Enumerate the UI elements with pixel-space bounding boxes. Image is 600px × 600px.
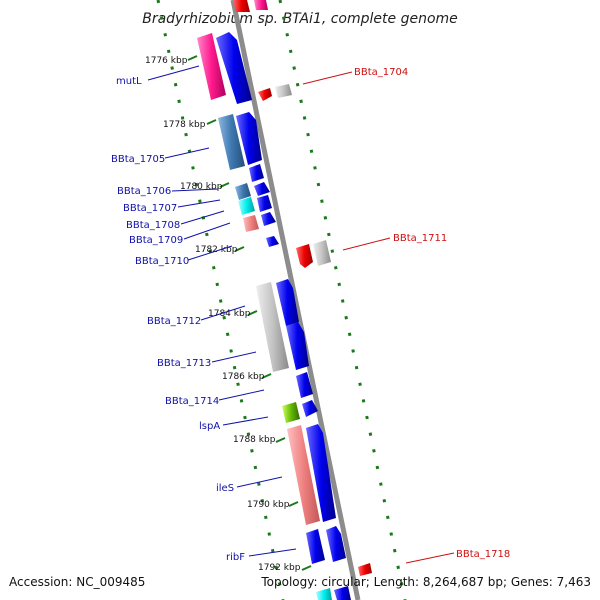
left-label-leaders [147,65,297,557]
gene-top-red[interactable] [233,0,250,12]
kbp-label-1788: 1788 kbp [233,435,276,445]
gene-BBta_1708[interactable] [243,215,259,232]
gene-BBta_1707[interactable] [238,197,255,215]
label-BBta_1718: BBta_1718 [456,549,510,560]
right-label-leaders [302,71,455,564]
gene-bottom-cyan[interactable] [316,588,332,600]
gene-BBta_1705[interactable] [218,114,245,170]
gene-small-forward-d[interactable] [261,212,276,226]
gene-BBta_1704[interactable] [258,88,272,101]
label-BBta_1708: BBta_1708 [126,220,180,231]
gene-BBta_1712-forward[interactable] [276,279,299,326]
label-BBta_1714: BBta_1714 [165,396,219,407]
gene-BBta_1718[interactable] [358,563,372,576]
label-BBta_1709: BBta_1709 [129,235,183,246]
label-BBta_1710: BBta_1710 [135,256,189,267]
genome-backbone [230,0,361,600]
gene-small-forward-c[interactable] [257,195,272,212]
gene-small-forward-b[interactable] [254,182,270,196]
gene-BBta_1714[interactable] [296,372,313,398]
gc-skew-right-track [278,0,407,600]
gene-BBta_1713-forward[interactable] [286,322,309,370]
gene-ribF[interactable] [306,529,325,564]
gene-ileS-forward[interactable] [306,424,336,522]
gene-BBta_1710[interactable] [266,236,279,247]
label-BBta_1706: BBta_1706 [117,186,171,197]
gene-ribF-forward[interactable] [326,526,346,562]
map-title: Bradyrhizobium sp. BTAi1, complete genom… [142,11,458,27]
label-ribF: ribF [226,552,245,563]
gene-mutL-forward[interactable] [216,32,252,104]
gene-ileS[interactable] [287,425,320,525]
gene-lspA[interactable] [282,402,300,423]
kbp-label-1792: 1792 kbp [258,563,301,573]
label-BBta_1704: BBta_1704 [354,67,408,78]
label-BBta_1713: BBta_1713 [157,358,211,369]
gc-skew-left-track [156,0,285,600]
gene-bottom-blue[interactable] [334,586,351,600]
kbp-label-1784: 1784 kbp [208,309,251,319]
accession-text: Accession: NC_009485 [9,575,145,589]
kbp-label-1780: 1780 kbp [180,182,223,192]
label-lspA: lspA [199,421,220,432]
kbp-label-1790: 1790 kbp [247,500,290,510]
gene-BBta_1711-grey[interactable] [313,240,331,266]
gene-BBta_1706[interactable] [235,183,251,200]
gene-mutL[interactable] [197,33,226,100]
label-BBta_1712: BBta_1712 [147,316,201,327]
kbp-label-1782: 1782 kbp [195,245,238,255]
topology-text: Topology: circular; Length: 8,264,687 bp… [260,575,591,589]
kbp-label-1786: 1786 kbp [222,372,265,382]
gene-BBta_1712[interactable] [256,282,289,372]
gene-lspA-forward[interactable] [302,400,318,417]
label-BBta_1711: BBta_1711 [393,233,447,244]
gene-top-pink[interactable] [254,0,268,10]
label-BBta_1707: BBta_1707 [123,203,177,214]
kbp-scale: 1776 kbp 1778 kbp 1780 kbp 1782 kbp 1784… [145,55,312,573]
gene-BBta_1704-grey[interactable] [275,84,292,98]
label-BBta_1705: BBta_1705 [111,154,165,165]
gene-small-forward-a[interactable] [249,164,264,182]
gene-BBta_1705-forward[interactable] [236,112,262,165]
label-mutL: mutL [116,76,142,87]
label-ileS: ileS [216,483,234,494]
gene-BBta_1711[interactable] [296,244,313,268]
kbp-label-1778: 1778 kbp [163,120,206,130]
kbp-label-1776: 1776 kbp [145,56,188,66]
